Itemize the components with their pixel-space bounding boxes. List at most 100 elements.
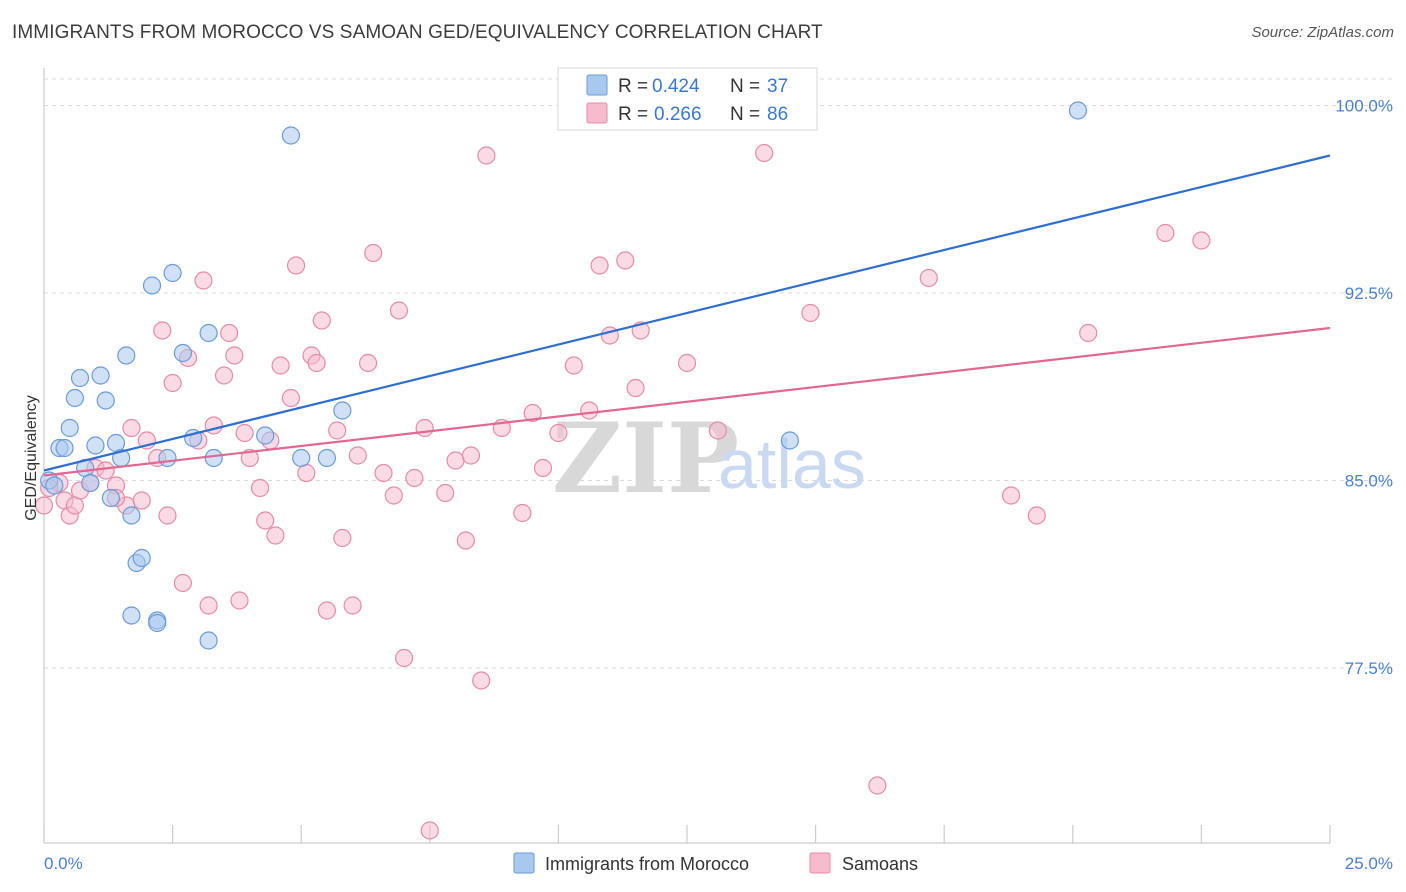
samoan-point (472, 671, 491, 690)
samoan-point (384, 486, 403, 505)
y-tick-labels: 77.5% 85.0% 92.5% 100.0% (1335, 97, 1393, 679)
legend-n-morocco: 37 (767, 76, 788, 97)
bottom-legend-morocco: Immigrants from Morocco (545, 854, 749, 874)
morocco-point (132, 548, 151, 568)
samoan-point (312, 311, 331, 330)
bottom-legend-samoan: Samoans (842, 854, 918, 874)
samoan-point (199, 596, 218, 615)
trend-lines (43, 154, 1331, 477)
samoan-point (394, 648, 414, 668)
samoan-point (122, 418, 141, 438)
samoan-point (1001, 486, 1021, 505)
legend-r-label: R = (618, 76, 648, 97)
morocco-point (142, 276, 162, 295)
samoan-point (343, 596, 362, 615)
samoan-point (220, 323, 239, 343)
samoan-point (868, 776, 887, 795)
watermark-zip: ZIP (552, 402, 739, 515)
samoan-point (214, 366, 234, 385)
samoan-point (250, 478, 270, 498)
morocco-point (163, 263, 182, 283)
chart-title: IMMIGRANTS FROM MOROCCO VS SAMOAN GED/EQ… (12, 22, 823, 43)
y-tick-label: 100.0% (1335, 97, 1393, 116)
samoan-point (96, 461, 115, 480)
morocco-point (81, 473, 100, 493)
samoan-point (446, 451, 465, 470)
samoan-point (456, 531, 475, 550)
samoan-point (328, 421, 347, 440)
morocco-point (204, 448, 223, 468)
samoan-point (333, 528, 352, 548)
source-label: Source: ZipAtlas.com (1251, 24, 1394, 41)
samoan-point (281, 388, 301, 408)
morocco-point (256, 426, 275, 445)
morocco-point (317, 448, 337, 468)
samoan-point (348, 446, 367, 465)
samoan-point (34, 496, 54, 515)
samoan-point (801, 303, 820, 323)
samoan-point (1156, 223, 1175, 243)
morocco-point (55, 438, 74, 458)
legend-r-label: R = (618, 104, 648, 125)
morocco-point (86, 436, 105, 455)
morocco-point (122, 606, 141, 625)
gridlines (44, 78, 1393, 669)
samoan-point (173, 573, 192, 593)
morocco-point (91, 366, 110, 385)
samoan-point (230, 591, 249, 610)
morocco-point (780, 431, 799, 450)
samoan-point (420, 821, 439, 840)
legend-r-morocco: 0.424 (652, 76, 700, 97)
samoan-point (286, 256, 306, 275)
samoan-point (626, 378, 645, 398)
samoan-point (564, 356, 583, 375)
samoan-point (461, 446, 481, 465)
morocco-point (333, 401, 352, 420)
samoan-point (266, 526, 285, 545)
morocco-point (60, 418, 79, 438)
morocco-point (173, 343, 192, 363)
samoan-point (256, 511, 275, 530)
morocco-point (199, 323, 218, 343)
x-tick-labels: 0.0% 25.0% (44, 854, 1393, 873)
morocco-point (70, 368, 90, 388)
y-axis-title: GED/Equivalency (23, 395, 40, 520)
samoan-point (1027, 506, 1046, 525)
samoan-point (919, 268, 938, 288)
morocco-point (45, 476, 64, 495)
stats-legend: R = 0.424 N = 37 R = 0.266 N = 86 (557, 67, 818, 131)
samoan-point (513, 503, 532, 523)
samoan-point (708, 421, 727, 440)
samoan-point (317, 601, 337, 620)
samoan-point (240, 448, 259, 468)
samoan-point (358, 353, 378, 373)
samoan-point (153, 321, 172, 340)
samoan-point (523, 403, 542, 423)
watermark: ZIP atlas (552, 402, 866, 515)
legend-swatch-morocco (586, 74, 608, 96)
morocco-point (199, 631, 218, 650)
morocco-point (281, 126, 301, 145)
samoan-point (1192, 231, 1211, 250)
legend-n-label: N = (730, 76, 760, 97)
y-tick-label: 77.5% (1345, 659, 1393, 678)
samoan-point (1079, 323, 1098, 343)
samoan-point (477, 146, 496, 165)
samoan-point (549, 423, 568, 443)
samoan-point (677, 353, 697, 373)
morocco-point (158, 448, 177, 468)
samoan-point (194, 271, 213, 290)
samoan-point (533, 458, 553, 478)
morocco-point (117, 346, 136, 365)
bottom-legend-swatch-morocco (513, 852, 535, 874)
morocco-trend-line (43, 154, 1331, 472)
samoan-point (436, 483, 455, 503)
morocco-point (1068, 101, 1088, 120)
samoan-point (616, 251, 635, 270)
morocco-points (40, 101, 1088, 650)
legend-n-label: N = (730, 104, 760, 125)
x-tick-label: 25.0% (1345, 854, 1393, 873)
samoan-point (271, 356, 290, 375)
x-tick-label: 0.0% (44, 854, 83, 873)
